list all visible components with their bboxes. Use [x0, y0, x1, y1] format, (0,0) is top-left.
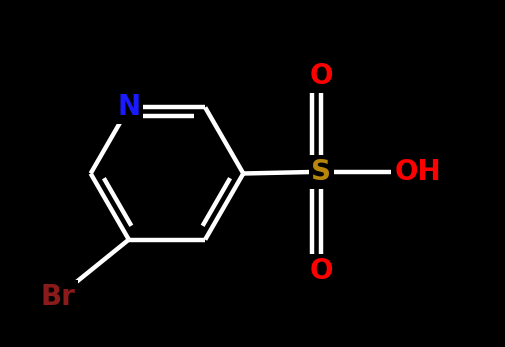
Text: N: N [117, 93, 140, 121]
Text: S: S [311, 158, 331, 186]
Text: OH: OH [393, 158, 440, 186]
Text: O: O [309, 62, 332, 90]
Text: O: O [309, 257, 332, 285]
Text: Br: Br [41, 283, 75, 311]
